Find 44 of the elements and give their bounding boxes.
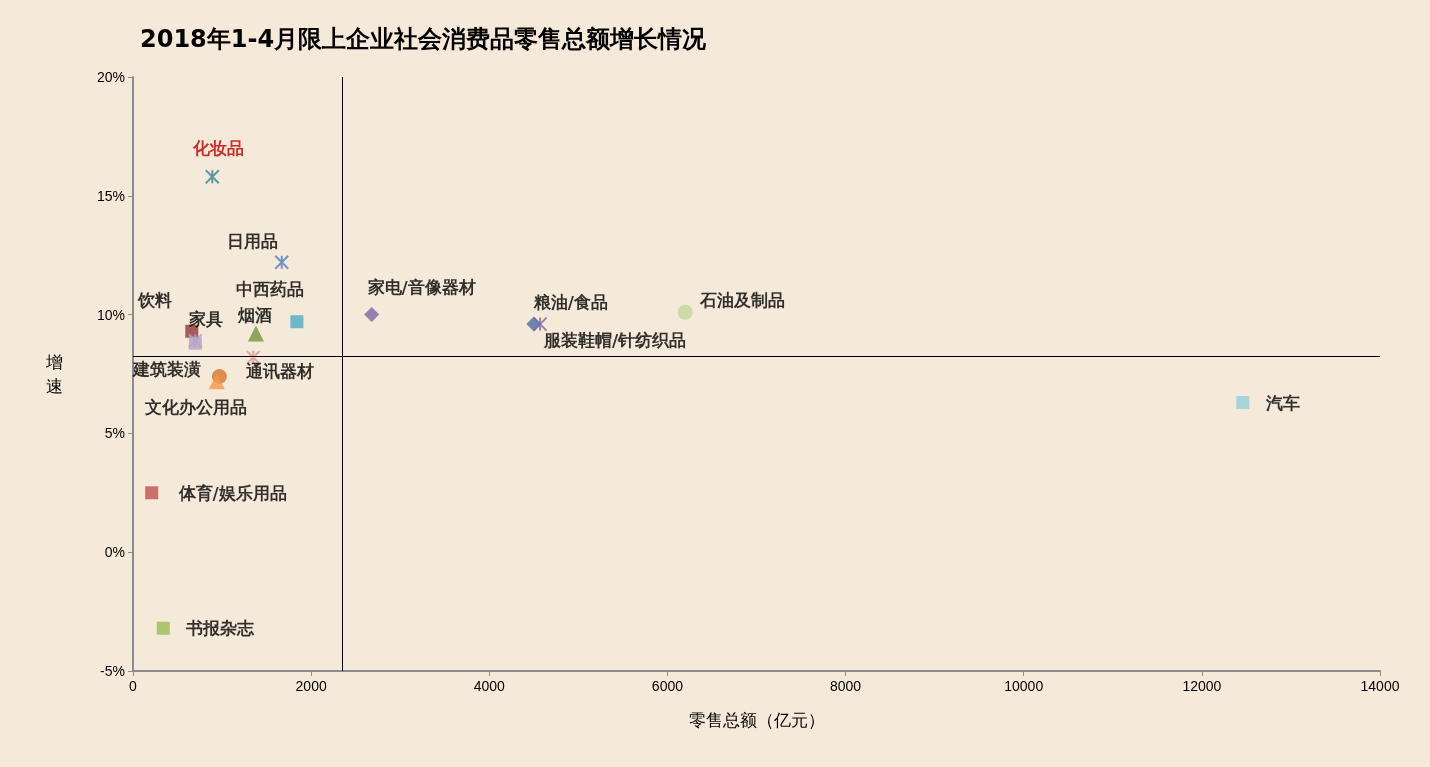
series-label: 体育/娱乐用品 xyxy=(177,482,287,503)
series-label: 化妆品 xyxy=(191,137,244,158)
series-label: 建筑装潢 xyxy=(131,359,202,380)
x-tick-label: 0 xyxy=(129,678,138,694)
series-label: 饮料 xyxy=(136,290,172,311)
y-tick-label: 20% xyxy=(96,69,125,85)
point xyxy=(145,486,159,500)
point xyxy=(247,325,264,342)
series-label: 通讯器材 xyxy=(245,361,315,382)
point xyxy=(208,373,225,390)
y-tick-label: -5% xyxy=(100,663,125,679)
point xyxy=(156,621,170,635)
x-tick-label: 2000 xyxy=(295,678,327,694)
series-label: 烟酒 xyxy=(236,304,272,325)
point xyxy=(1236,396,1250,410)
series-label: 书报杂志 xyxy=(185,618,256,639)
y-tick-label: 15% xyxy=(96,187,125,204)
point xyxy=(532,316,548,332)
y-tick-label: 5% xyxy=(104,425,125,442)
x-tick-label: 10000 xyxy=(1004,678,1044,694)
chart-title: 2018年1-4月限上企业社会消费品零售总额增长情况 xyxy=(140,25,708,53)
x-tick-label: 6000 xyxy=(651,678,684,694)
y-axis-title: 增速 xyxy=(45,352,63,396)
series-label: 家具 xyxy=(188,308,224,329)
x-tick-label: 12000 xyxy=(1182,678,1222,694)
x-axis-title: 零售总额（亿元） xyxy=(688,709,825,730)
series-label: 文化办公用品 xyxy=(144,397,248,418)
series-label: 粮油/食品 xyxy=(532,292,608,313)
x-tick-label: 14000 xyxy=(1360,678,1400,694)
x-tick-label: 8000 xyxy=(829,678,862,694)
point xyxy=(677,304,693,320)
point xyxy=(364,307,380,323)
y-tick-label: 0% xyxy=(104,544,125,561)
x-tick-label: 4000 xyxy=(473,678,506,694)
series-label: 服装鞋帽/针纺织品 xyxy=(542,330,687,351)
point xyxy=(290,315,304,329)
series-label: 汽车 xyxy=(1264,392,1300,413)
point xyxy=(204,169,220,185)
series-label: 石油及制品 xyxy=(698,290,785,311)
point xyxy=(274,254,290,270)
series-label: 家电/音像器材 xyxy=(366,276,476,297)
series-label: 中西药品 xyxy=(235,278,304,299)
series-label: 日用品 xyxy=(227,231,279,252)
y-tick-label: 10% xyxy=(96,306,125,323)
